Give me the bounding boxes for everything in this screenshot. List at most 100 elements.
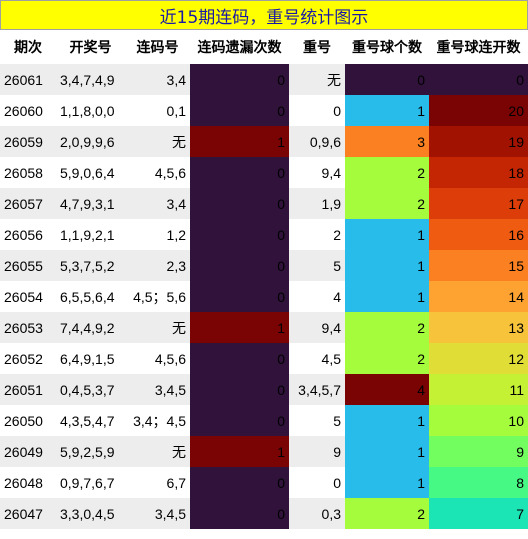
cell-draw: 4,7,9,3,1	[56, 188, 125, 219]
table-row: 26048 0,9,7,6,7 6,7 0 0 1 8	[0, 467, 528, 498]
cell-draw: 5,9,0,6,4	[56, 157, 125, 188]
cell-issue: 26060	[0, 95, 56, 126]
header-repeat-streak: 重号球连开数	[429, 30, 528, 64]
cell-run-miss: 0	[190, 374, 289, 405]
cell-run-miss: 1	[190, 312, 289, 343]
stats-table: 期次 开奖号 连码号 连码遗漏次数 重号 重号球个数 重号球连开数 26061 3…	[0, 30, 528, 529]
cell-repeat: 9,4	[289, 312, 345, 343]
cell-repeat: 1,9	[289, 188, 345, 219]
cell-issue: 26059	[0, 126, 56, 157]
cell-issue: 26061	[0, 64, 56, 95]
cell-repeat: 0,9,6	[289, 126, 345, 157]
cell-repeat-streak: 0	[429, 64, 528, 95]
cell-issue: 26052	[0, 343, 56, 374]
table-row: 26060 1,1,8,0,0 0,1 0 0 1 20	[0, 95, 528, 126]
cell-repeat-streak: 13	[429, 312, 528, 343]
cell-draw: 5,3,7,5,2	[56, 250, 125, 281]
cell-run: 3,4；4,5	[125, 405, 190, 436]
cell-repeat-count: 2	[345, 498, 429, 529]
cell-repeat-count: 1	[345, 405, 429, 436]
cell-draw: 1,1,9,2,1	[56, 219, 125, 250]
table-row: 26061 3,4,7,4,9 3,4 0 无 0 0	[0, 64, 528, 95]
cell-draw: 6,4,9,1,5	[56, 343, 125, 374]
cell-repeat-count: 1	[345, 219, 429, 250]
cell-run: 无	[125, 312, 190, 343]
table-body: 26061 3,4,7,4,9 3,4 0 无 0 0 26060 1,1,8,0,0 0,1 0 0…	[0, 64, 528, 529]
cell-repeat: 2	[289, 219, 345, 250]
cell-repeat: 4,5	[289, 343, 345, 374]
cell-run: 4,5,6	[125, 343, 190, 374]
cell-run: 3,4,5	[125, 498, 190, 529]
cell-repeat-streak: 8	[429, 467, 528, 498]
cell-repeat: 无	[289, 64, 345, 95]
cell-run-miss: 0	[190, 188, 289, 219]
cell-run-miss: 0	[190, 250, 289, 281]
cell-run-miss: 0	[190, 281, 289, 312]
cell-repeat-count: 2	[345, 343, 429, 374]
cell-repeat-count: 1	[345, 436, 429, 467]
cell-draw: 6,5,5,6,4	[56, 281, 125, 312]
cell-run: 1,2	[125, 219, 190, 250]
cell-draw: 2,0,9,9,6	[56, 126, 125, 157]
cell-repeat: 3,4,5,7	[289, 374, 345, 405]
cell-issue: 26047	[0, 498, 56, 529]
cell-run-miss: 0	[190, 219, 289, 250]
cell-repeat-streak: 19	[429, 126, 528, 157]
cell-repeat: 0	[289, 95, 345, 126]
cell-run-miss: 0	[190, 95, 289, 126]
table-row: 26057 4,7,9,3,1 3,4 0 1,9 2 17	[0, 188, 528, 219]
table-row: 26056 1,1,9,2,1 1,2 0 2 1 16	[0, 219, 528, 250]
cell-issue: 26056	[0, 219, 56, 250]
cell-issue: 26053	[0, 312, 56, 343]
cell-issue: 26051	[0, 374, 56, 405]
cell-run-miss: 0	[190, 64, 289, 95]
cell-draw: 0,9,7,6,7	[56, 467, 125, 498]
cell-repeat-streak: 17	[429, 188, 528, 219]
cell-draw: 1,1,8,0,0	[56, 95, 125, 126]
cell-issue: 26055	[0, 250, 56, 281]
cell-issue: 26057	[0, 188, 56, 219]
cell-run-miss: 1	[190, 436, 289, 467]
cell-run: 4,5；5,6	[125, 281, 190, 312]
cell-run: 3,4	[125, 188, 190, 219]
cell-run: 2,3	[125, 250, 190, 281]
cell-repeat-count: 1	[345, 250, 429, 281]
table-row: 26052 6,4,9,1,5 4,5,6 0 4,5 2 12	[0, 343, 528, 374]
table-row: 26047 3,3,0,4,5 3,4,5 0 0,3 2 7	[0, 498, 528, 529]
header-issue: 期次	[0, 30, 56, 64]
header-run: 连码号	[125, 30, 190, 64]
header-repeat-count: 重号球个数	[345, 30, 429, 64]
cell-repeat-count: 2	[345, 312, 429, 343]
cell-repeat-streak: 9	[429, 436, 528, 467]
table-row: 26053 7,4,4,9,2 无 1 9,4 2 13	[0, 312, 528, 343]
chart-title: 近15期连码，重号统计图示	[0, 0, 528, 30]
table-row: 26050 4,3,5,4,7 3,4；4,5 0 5 1 10	[0, 405, 528, 436]
cell-run-miss: 0	[190, 467, 289, 498]
cell-run: 0,1	[125, 95, 190, 126]
cell-repeat: 5	[289, 405, 345, 436]
header-run-miss: 连码遗漏次数	[190, 30, 289, 64]
cell-draw: 7,4,4,9,2	[56, 312, 125, 343]
cell-repeat-count: 0	[345, 64, 429, 95]
cell-repeat-count: 1	[345, 281, 429, 312]
cell-draw: 5,9,2,5,9	[56, 436, 125, 467]
cell-repeat-streak: 12	[429, 343, 528, 374]
cell-issue: 26050	[0, 405, 56, 436]
cell-repeat-streak: 15	[429, 250, 528, 281]
cell-repeat: 9,4	[289, 157, 345, 188]
table-row: 26058 5,9,0,6,4 4,5,6 0 9,4 2 18	[0, 157, 528, 188]
cell-issue: 26048	[0, 467, 56, 498]
cell-run: 无	[125, 126, 190, 157]
cell-draw: 3,3,0,4,5	[56, 498, 125, 529]
header-row: 期次 开奖号 连码号 连码遗漏次数 重号 重号球个数 重号球连开数	[0, 30, 528, 64]
header-draw: 开奖号	[56, 30, 125, 64]
cell-run: 3,4	[125, 64, 190, 95]
table-row: 26049 5,9,2,5,9 无 1 9 1 9	[0, 436, 528, 467]
cell-run-miss: 1	[190, 126, 289, 157]
cell-run: 4,5,6	[125, 157, 190, 188]
table-row: 26055 5,3,7,5,2 2,3 0 5 1 15	[0, 250, 528, 281]
table-row: 26054 6,5,5,6,4 4,5；5,6 0 4 1 14	[0, 281, 528, 312]
cell-run: 6,7	[125, 467, 190, 498]
cell-repeat-streak: 16	[429, 219, 528, 250]
cell-repeat-streak: 18	[429, 157, 528, 188]
